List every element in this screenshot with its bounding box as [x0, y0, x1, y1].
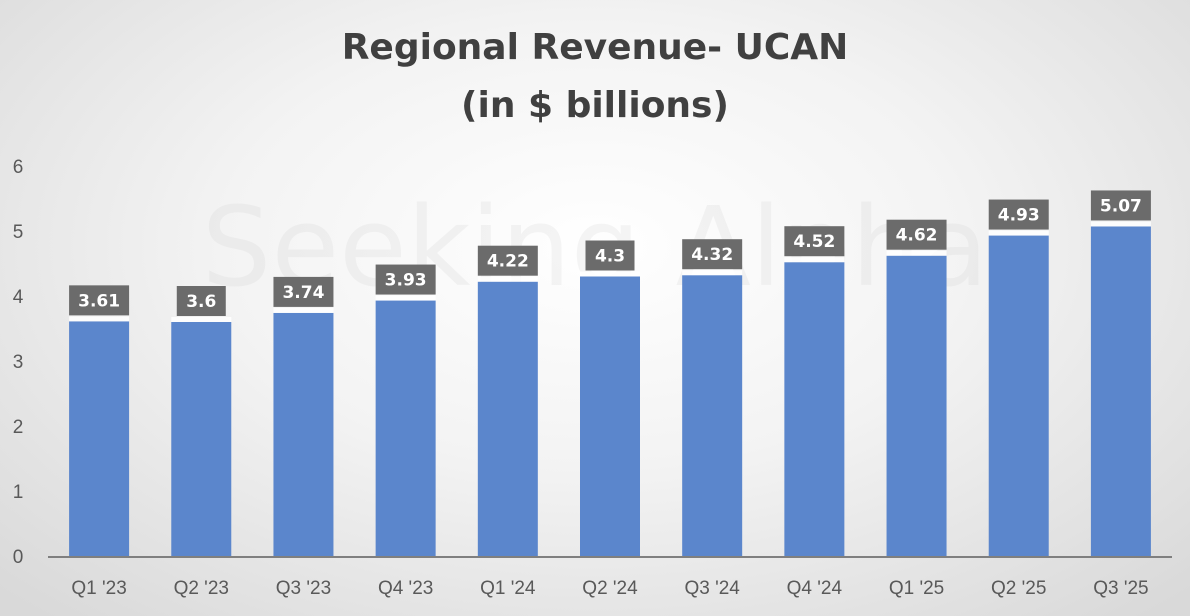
bar	[784, 262, 845, 556]
x-tick-label: Q1 '25	[889, 578, 944, 599]
y-tick-label: 1	[13, 482, 24, 503]
y-tick-label: 3	[13, 352, 24, 373]
bar	[273, 312, 334, 556]
y-tick-label: 2	[13, 417, 24, 438]
bar	[477, 281, 538, 556]
bar	[1090, 226, 1151, 556]
data-label-box	[682, 239, 743, 270]
data-label: 4.52	[793, 232, 835, 252]
x-tick-label: Q3 '25	[1093, 578, 1148, 599]
y-tick-label: 4	[13, 287, 24, 308]
data-label: 4.32	[691, 245, 733, 265]
x-tick-label: Q3 '23	[276, 578, 331, 599]
data-label-box	[375, 264, 436, 295]
x-tick-label: Q1 '23	[71, 578, 126, 599]
bar	[682, 275, 743, 556]
bar	[69, 321, 130, 556]
bar-top-gap	[375, 295, 436, 301]
bar	[988, 235, 1049, 557]
x-tick-label: Q4 '24	[787, 578, 843, 599]
data-label: 5.07	[1100, 196, 1142, 216]
data-label-box	[273, 276, 334, 307]
bar	[171, 322, 232, 556]
data-label: 4.22	[487, 252, 529, 272]
bar-top-gap	[682, 270, 743, 276]
y-tick-label: 0	[13, 547, 24, 568]
data-label-box	[1090, 190, 1151, 221]
bar-top-gap	[477, 276, 538, 282]
y-tick-label: 6	[13, 157, 24, 178]
x-tick-label: Q2 '23	[174, 578, 229, 599]
data-label: 3.74	[282, 283, 324, 303]
bar-top-gap	[273, 307, 334, 313]
data-label: 3.93	[385, 271, 427, 291]
data-label: 3.6	[186, 292, 216, 312]
y-tick-label: 5	[13, 222, 24, 243]
data-label-box	[69, 285, 130, 316]
data-label-box	[585, 240, 635, 271]
chart-subtitle: (in $ billions)	[461, 85, 729, 126]
bar-top-gap	[580, 271, 640, 277]
bar-top-gap	[784, 257, 845, 263]
data-label-box	[784, 226, 845, 257]
data-label-box	[886, 219, 947, 250]
data-label-box	[477, 245, 538, 276]
bar-top-gap	[69, 316, 130, 322]
x-tick-label: Q2 '25	[991, 578, 1046, 599]
bar-top-gap	[1090, 221, 1151, 227]
data-label: 4.62	[896, 226, 938, 246]
bar	[580, 276, 640, 556]
data-label: 4.93	[998, 206, 1040, 226]
x-tick-label: Q2 '24	[582, 578, 638, 599]
x-tick-label: Q3 '24	[684, 578, 740, 599]
x-tick-label: Q4 '23	[378, 578, 433, 599]
bar	[886, 255, 947, 556]
x-tick-label: Q1 '24	[480, 578, 536, 599]
bar-top-gap	[988, 230, 1049, 236]
chart-title: Regional Revenue- UCAN	[341, 27, 849, 68]
bar	[375, 300, 436, 556]
data-label-box	[176, 286, 226, 316]
bar-top-gap	[171, 317, 232, 322]
data-label-box	[988, 199, 1049, 230]
bar-top-gap	[886, 250, 947, 256]
data-label: 4.3	[595, 247, 625, 267]
data-label: 3.61	[78, 291, 120, 311]
